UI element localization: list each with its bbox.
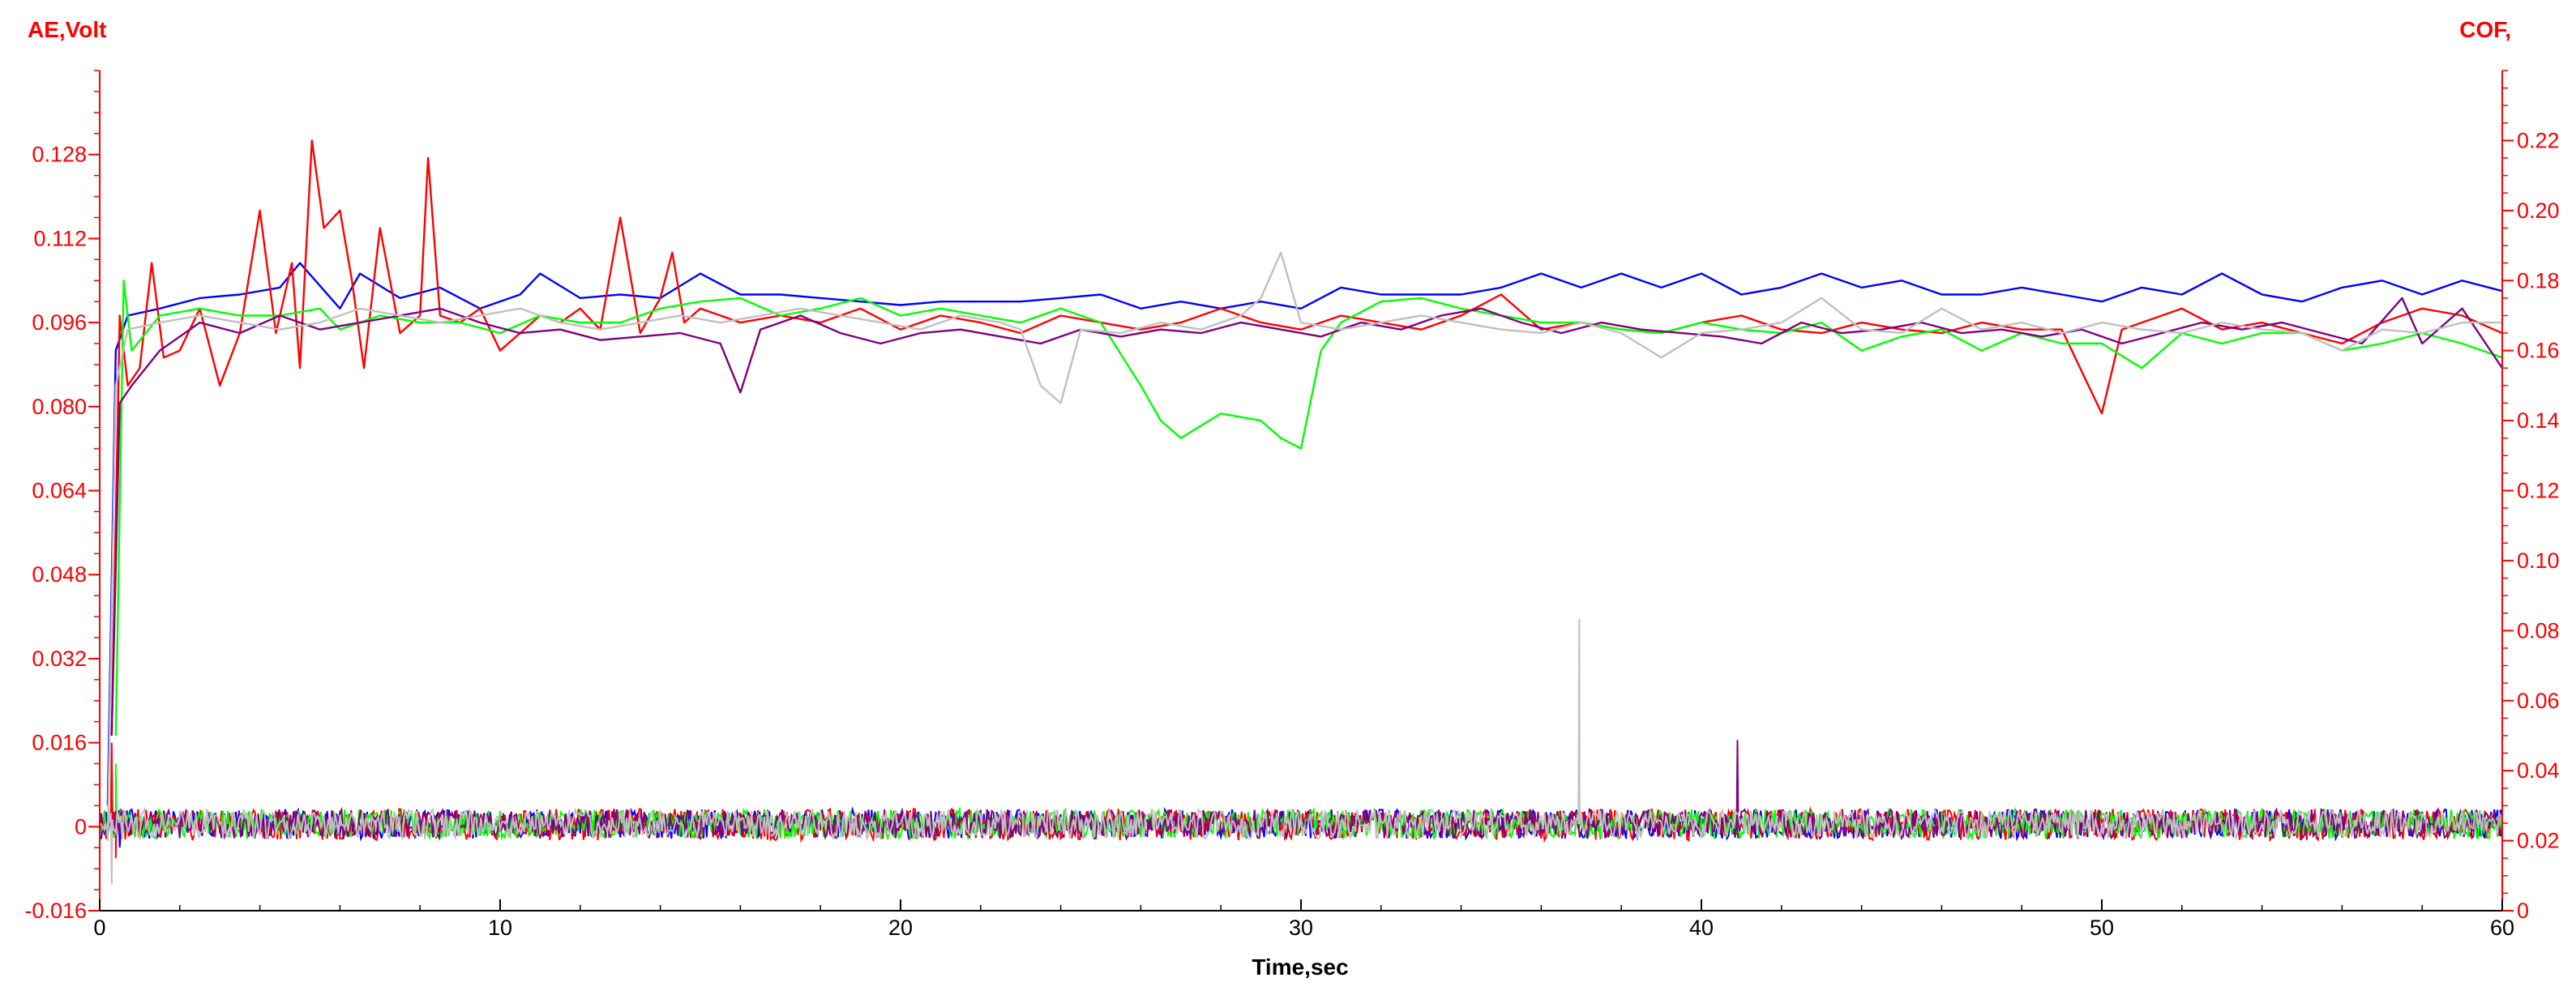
- y-axis-left-title: AE,Volt: [28, 17, 106, 42]
- y-right-tick-label: 0: [2517, 899, 2529, 923]
- y-left-tick-label: 0.064: [32, 479, 87, 503]
- x-tick-label: 20: [888, 916, 913, 940]
- y-right-tick-label: 0.04: [2517, 758, 2560, 783]
- y-left-tick-label: 0.112: [33, 226, 87, 250]
- y-axis-right-title: COF,: [2459, 17, 2511, 42]
- y-left-tick-label: 0.048: [32, 562, 87, 587]
- y-right-tick-label: 0.06: [2517, 689, 2560, 713]
- y-right-tick-label: 0.14: [2517, 408, 2560, 433]
- y-left-tick-label: 0.096: [32, 310, 87, 335]
- cof-series-line: [106, 251, 2502, 841]
- x-tick-label: 0: [93, 916, 105, 940]
- y-left-tick-label: 0.032: [32, 647, 87, 671]
- y-right-tick-label: 0.10: [2517, 549, 2560, 573]
- y-left-tick-label: -0.016: [24, 899, 87, 923]
- ae-series-line: [99, 619, 2503, 885]
- y-left-tick-label: 0.080: [32, 395, 87, 419]
- y-right-tick-label: 0.16: [2517, 339, 2560, 363]
- y-right-tick-label: 0.18: [2517, 268, 2560, 292]
- y-right-tick-label: 0.02: [2517, 829, 2560, 853]
- x-tick-label: 10: [488, 916, 512, 940]
- y-right-tick-label: 0.12: [2517, 479, 2560, 503]
- ae-series-line: [99, 742, 2503, 859]
- cof-series-line: [114, 280, 2503, 736]
- x-tick-label: 50: [2090, 916, 2114, 940]
- x-tick-label: 30: [1289, 916, 1313, 940]
- y-right-tick-label: 0.22: [2517, 128, 2560, 152]
- x-tick-label: 60: [2490, 916, 2514, 940]
- axes-layer: -0.01600.0160.0320.0480.0640.0800.0960.1…: [24, 70, 2560, 940]
- x-tick-label: 40: [1689, 916, 1714, 940]
- cof-series-line: [106, 262, 2503, 806]
- x-axis-title: Time,sec: [1252, 954, 1348, 980]
- y-left-tick-label: 0: [75, 814, 87, 839]
- y-left-tick-label: 0.128: [32, 143, 87, 167]
- cof-series-line: [110, 297, 2503, 736]
- y-left-tick-label: 0.016: [32, 731, 87, 755]
- series-layer: [99, 139, 2503, 885]
- y-right-tick-label: 0.08: [2517, 618, 2560, 643]
- y-right-tick-label: 0.20: [2517, 199, 2560, 223]
- cof-series-line: [110, 139, 2503, 736]
